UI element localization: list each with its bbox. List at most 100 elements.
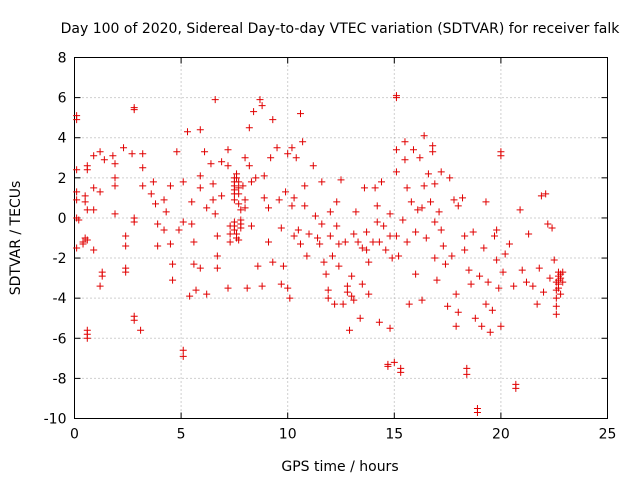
data-point [444, 302, 452, 310]
data-point [128, 150, 136, 158]
data-point [557, 290, 565, 298]
data-point [111, 160, 119, 168]
data-point [109, 152, 117, 160]
data-point [552, 294, 560, 302]
data-point [463, 370, 471, 378]
data-point [245, 124, 253, 132]
data-point [454, 308, 462, 316]
data-point [256, 96, 264, 104]
data-point [397, 368, 405, 376]
data-point [284, 150, 292, 158]
data-point [497, 322, 505, 330]
data-point [294, 226, 302, 234]
data-point [154, 220, 162, 228]
data-point [386, 210, 394, 218]
data-point [120, 144, 128, 152]
data-point [207, 160, 215, 168]
data-point [169, 260, 177, 268]
data-point [467, 280, 475, 288]
data-point [480, 244, 488, 252]
data-point [226, 230, 234, 238]
data-point [550, 256, 558, 264]
data-point [463, 364, 471, 372]
data-point [352, 208, 360, 216]
data-point [90, 246, 98, 254]
y-tick-label: -8 [53, 371, 67, 387]
data-point [326, 208, 334, 216]
data-point [152, 200, 160, 208]
data-point [196, 184, 204, 192]
data-point [241, 154, 249, 162]
x-axis-label: GPS time / hours [281, 459, 398, 475]
data-point [510, 282, 518, 290]
data-point [130, 218, 138, 226]
data-point [488, 306, 496, 314]
data-point [484, 278, 492, 286]
data-point [230, 196, 238, 204]
data-point [431, 254, 439, 262]
data-point [452, 290, 460, 298]
data-point [554, 284, 562, 292]
data-point [301, 182, 309, 190]
data-point [179, 218, 187, 226]
data-point [433, 276, 441, 284]
x-tick-label: 15 [385, 427, 403, 443]
data-point [322, 270, 330, 278]
data-point [382, 246, 390, 254]
data-point [454, 202, 462, 210]
x-tick-label: 25 [599, 427, 617, 443]
data-point [303, 252, 311, 260]
data-point [461, 246, 469, 254]
data-point [247, 222, 255, 230]
data-point [403, 184, 411, 192]
data-point [130, 106, 138, 114]
data-point [333, 222, 341, 230]
data-point [90, 152, 98, 160]
data-point [328, 252, 336, 260]
data-point [190, 260, 198, 268]
data-point [371, 184, 379, 192]
data-point [473, 408, 481, 416]
data-point [282, 188, 290, 196]
data-point [493, 226, 501, 234]
data-point [122, 268, 130, 276]
y-tick-label: -6 [53, 331, 67, 347]
data-point [241, 196, 249, 204]
data-point [96, 282, 104, 290]
data-point [469, 228, 477, 236]
data-point [224, 284, 232, 292]
data-point [392, 146, 400, 154]
data-point [407, 198, 415, 206]
y-tick-label: -10 [44, 412, 67, 428]
data-point [154, 242, 162, 250]
data-point [360, 184, 368, 192]
data-point [296, 240, 304, 248]
y-tick-label: 8 [58, 51, 67, 67]
data-point [441, 260, 449, 268]
data-point [190, 238, 198, 246]
data-point [241, 204, 249, 212]
data-point [540, 288, 548, 296]
data-point [173, 148, 181, 156]
data-point [386, 232, 394, 240]
data-point [235, 178, 243, 186]
data-point [341, 238, 349, 246]
data-point [429, 142, 437, 150]
data-point [365, 290, 373, 298]
data-point [269, 116, 277, 124]
data-point [265, 204, 273, 212]
data-point [213, 264, 221, 272]
data-point [196, 264, 204, 272]
data-point [179, 178, 187, 186]
data-point [213, 232, 221, 240]
data-point [535, 264, 543, 272]
data-point [203, 290, 211, 298]
data-point [548, 224, 556, 232]
data-point [358, 244, 366, 252]
plot-frame [74, 57, 608, 419]
data-point [188, 198, 196, 206]
data-point [486, 328, 494, 336]
data-point [90, 184, 98, 192]
data-point [431, 180, 439, 188]
data-point [224, 146, 232, 154]
